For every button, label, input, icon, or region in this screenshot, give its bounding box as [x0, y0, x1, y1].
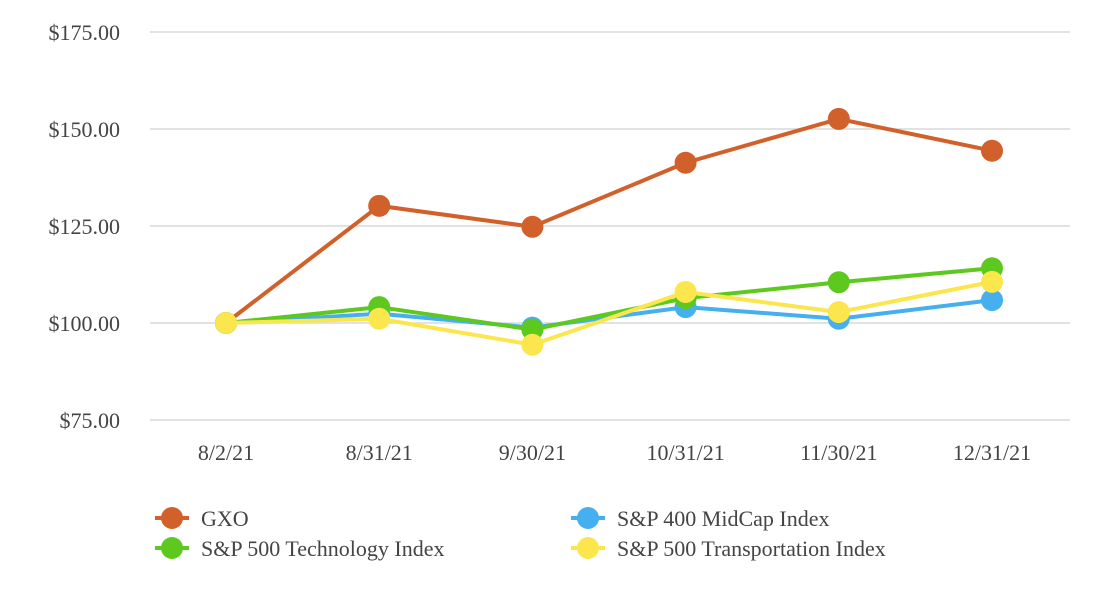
x-tick-label: 12/31/21 [953, 440, 1031, 465]
legend-label: S&P 400 MidCap Index [617, 506, 829, 531]
data-point[interactable] [521, 333, 544, 356]
grid-layer [150, 31, 1070, 421]
series-gxo [215, 107, 1003, 334]
series-layer [215, 107, 1003, 356]
data-point[interactable] [368, 194, 391, 217]
series-sandp-500-technology-index [215, 257, 1003, 341]
data-point[interactable] [674, 151, 697, 174]
data-point[interactable] [981, 270, 1003, 293]
legend-marker-icon [577, 507, 599, 529]
data-point[interactable] [521, 318, 544, 341]
y-tick-label: $125.00 [49, 214, 121, 239]
series-line [225, 266, 993, 332]
data-point[interactable] [981, 289, 1003, 312]
legend-marker-icon [577, 537, 599, 559]
x-axis-tick-labels: 8/2/21 8/31/21 9/30/21 10/31/21 11/30/21 12/3… [198, 440, 1031, 465]
legend-item-sandp-500-technology-index[interactable]: S&P 500 Technology Index [155, 536, 445, 561]
data-point[interactable] [827, 271, 850, 294]
y-tick-label: $150.00 [49, 117, 121, 142]
legend-label: GXO [201, 506, 249, 531]
x-tick-label: 10/31/21 [646, 440, 724, 465]
data-point[interactable] [981, 139, 1003, 162]
legend-item-sandp-400-midcap-index[interactable]: S&P 400 MidCap Index [571, 506, 829, 531]
legend-marker-icon [161, 507, 183, 529]
x-tick-label: 8/2/21 [198, 440, 254, 465]
series-line [225, 279, 993, 347]
y-axis-tick-labels: $75.00 $100.00 $125.00 $150.00 $175.00 [49, 20, 121, 433]
x-tick-label: 8/31/21 [346, 440, 413, 465]
data-point[interactable] [674, 280, 697, 303]
y-tick-label: $175.00 [49, 20, 121, 45]
series-sandp-500-transportation-index [215, 270, 1003, 356]
data-point[interactable] [215, 312, 237, 334]
legend-item-gxo[interactable]: GXO [155, 506, 249, 531]
x-tick-label: 9/30/21 [499, 440, 566, 465]
y-tick-label: $75.00 [60, 408, 121, 433]
data-point[interactable] [827, 107, 850, 130]
legend-label: S&P 500 Technology Index [201, 536, 445, 561]
legend-item-sandp-500-transportation-index[interactable]: S&P 500 Transportation Index [571, 536, 886, 561]
legend-label: S&P 500 Transportation Index [617, 536, 886, 561]
data-point[interactable] [368, 307, 391, 330]
y-tick-label: $100.00 [49, 311, 121, 336]
x-tick-label: 11/30/21 [800, 440, 877, 465]
legend[interactable]: GXO S&P 400 MidCap Index S&P 500 Technolog… [155, 506, 886, 561]
data-point[interactable] [521, 215, 544, 238]
legend-marker-icon [161, 537, 183, 559]
data-point[interactable] [827, 301, 850, 324]
series-line [224, 116, 993, 325]
